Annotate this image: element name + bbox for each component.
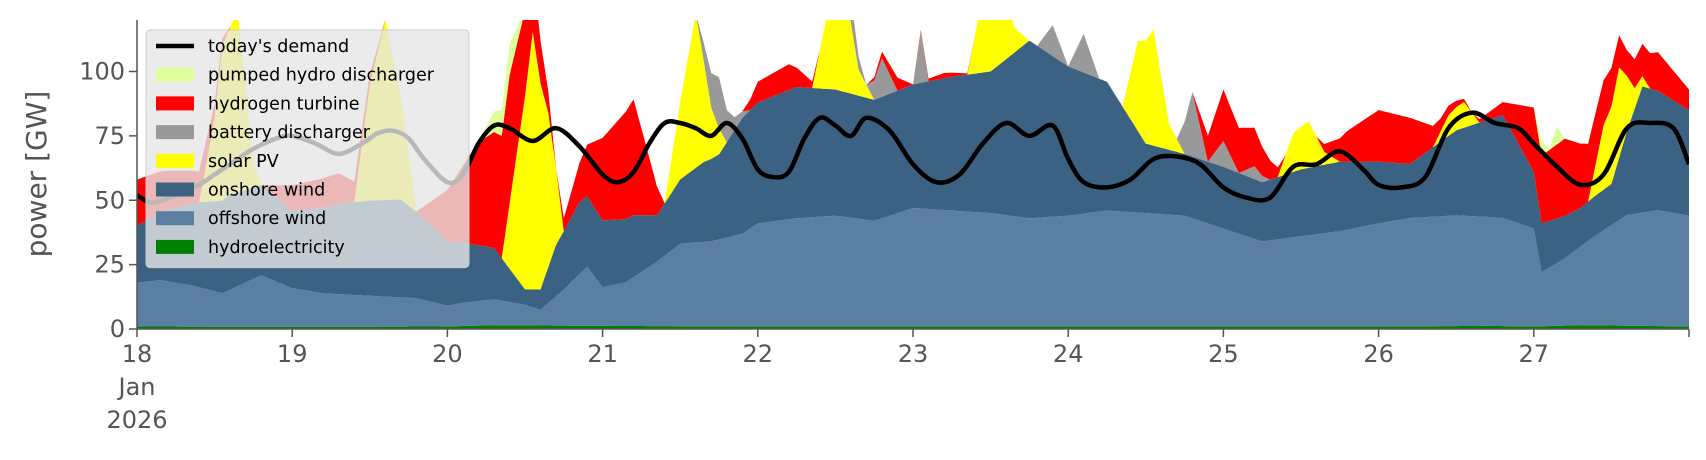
y-ticks: 0 25 50 75 100 [79, 58, 137, 343]
area-solar-pv [137, 20, 1689, 290]
legend-swatch-hydroelectricity [156, 239, 194, 254]
legend-label-hydroelectricity: hydroelectricity [208, 238, 345, 258]
legend-label-solar-pv: solar PV [208, 152, 279, 172]
x-tick-sublabel: 2026 [106, 406, 167, 434]
x-tick-label: 20 [432, 340, 463, 368]
x-tick-label: 18 [122, 340, 153, 368]
area-onshore-wind [137, 40, 1689, 310]
legend-swatch-offshore-wind [156, 211, 194, 226]
x-tick-label: 23 [898, 340, 929, 368]
legend-swatch-solar-pv [156, 153, 194, 168]
stacked-areas [137, 20, 1689, 329]
y-tick-label: 0 [110, 315, 125, 343]
legend: today's demand pumped hydro discharger hyd… [145, 29, 470, 269]
area-offshore-wind [137, 208, 1689, 327]
legend-box [145, 29, 470, 269]
y-tick-label: 25 [94, 251, 125, 279]
y-tick-label: 50 [94, 186, 125, 214]
legend-label-today-s-demand: today's demand [208, 37, 349, 57]
x-tick-sublabel: Jan [117, 373, 156, 401]
legend-swatch-battery-discharger [156, 125, 194, 140]
legend-swatch-pumped-hydro-discharger [156, 67, 194, 82]
x-tick-label: 22 [743, 340, 774, 368]
x-tick-label: 25 [1208, 340, 1239, 368]
x-tick-label: 21 [587, 340, 618, 368]
x-ticks: 18 Jan 2026 19 20 21 22 23 24 25 26 27 [106, 329, 1690, 434]
legend-label-battery-discharger: battery discharger [208, 123, 371, 143]
area-hydroelectricity [137, 325, 1689, 329]
legend-swatch-onshore-wind [156, 182, 194, 197]
legend-swatch-hydrogen-turbine [156, 96, 194, 111]
y-tick-label: 75 [94, 122, 125, 150]
legend-label-pumped-hydro-discharger: pumped hydro discharger [208, 66, 435, 86]
legend-label-offshore-wind: offshore wind [208, 209, 326, 229]
area-hydrogen-turbine [137, 20, 1689, 259]
legend-label-onshore-wind: onshore wind [208, 181, 325, 201]
x-tick-label: 26 [1363, 340, 1394, 368]
y-tick-label: 100 [79, 58, 125, 86]
x-tick-label: 19 [277, 340, 308, 368]
x-tick-label: 24 [1053, 340, 1084, 368]
legend-label-hydrogen-turbine: hydrogen turbine [208, 94, 360, 114]
y-axis-title: power [GW] [20, 91, 53, 258]
x-tick-label: 27 [1519, 340, 1550, 368]
